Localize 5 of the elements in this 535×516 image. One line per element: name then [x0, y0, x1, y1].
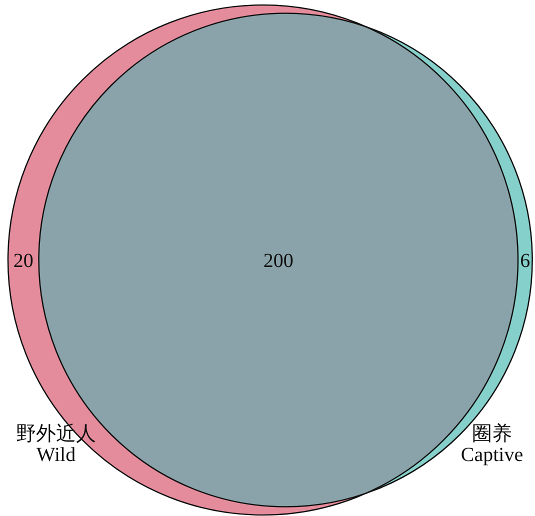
data-label: 200 — [263, 250, 294, 272]
data-label: 20 — [13, 250, 34, 272]
data-label: 6 — [520, 250, 530, 272]
category-label: 圈养 Captive — [460, 423, 524, 466]
category-label: 野外近人 Wild — [16, 423, 96, 466]
